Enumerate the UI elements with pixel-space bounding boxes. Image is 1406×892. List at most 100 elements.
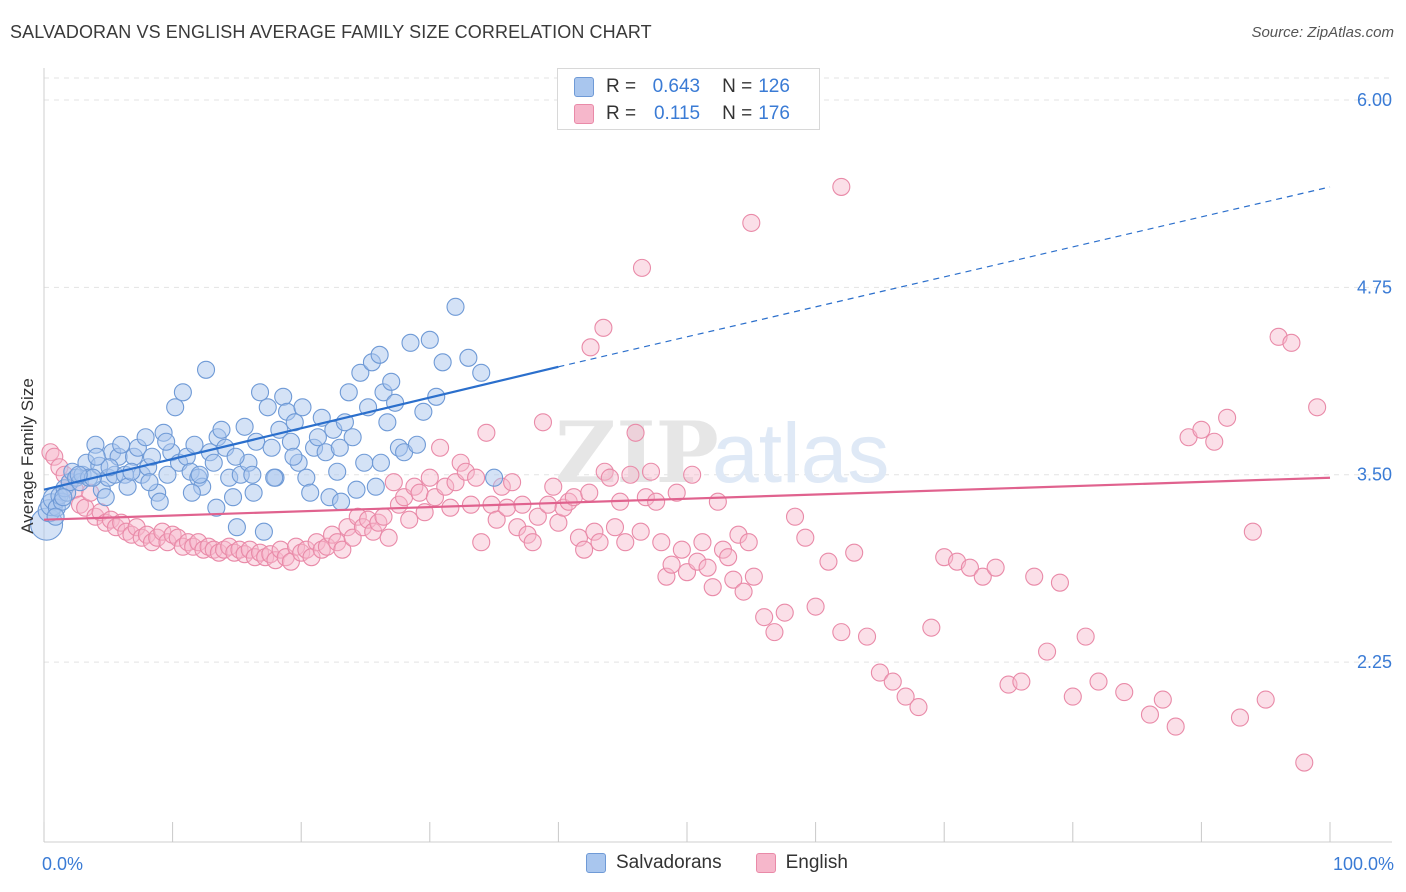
english-point-127 — [693, 533, 712, 552]
salvadoran-point-119 — [284, 447, 303, 466]
salvadoran-point-53 — [223, 488, 243, 507]
english-point-62 — [359, 510, 378, 529]
salvadoran-point-40 — [173, 383, 192, 402]
salvadoran-point-32 — [142, 447, 162, 466]
english-point-60 — [348, 507, 367, 526]
salvadoran-point-46 — [196, 360, 216, 379]
salvadoran-point-124 — [87, 447, 106, 466]
english-point-71 — [405, 477, 424, 496]
english-point-167 — [1140, 705, 1160, 724]
english-point-155 — [960, 558, 979, 577]
english-point-169 — [1166, 717, 1185, 736]
english-point-18 — [132, 528, 151, 547]
english-point-166 — [1115, 683, 1134, 702]
english-point-126 — [688, 552, 707, 571]
english-point-31 — [199, 537, 218, 556]
english-point-179 — [1295, 753, 1314, 772]
english-point-74 — [420, 468, 439, 487]
english-point-83 — [467, 468, 486, 487]
salvadoran-point-56 — [235, 417, 254, 436]
english-point-143 — [806, 597, 825, 616]
watermark: ZIP atlas — [555, 403, 889, 502]
salvadoran-point-100 — [414, 402, 433, 421]
english-point-90 — [503, 473, 522, 492]
english-point-114 — [626, 423, 645, 442]
legend-row-salvadoran: R = 0.643 N = 126 — [574, 74, 790, 100]
salvadoran-point-86 — [351, 363, 370, 382]
salvadoran-trend-line — [43, 365, 559, 491]
salvadoran-point-66 — [274, 387, 293, 406]
english-point-144 — [819, 552, 838, 571]
series-english — [41, 177, 1327, 772]
salvadoran-point-91 — [370, 345, 389, 364]
english-point-160 — [1025, 567, 1044, 586]
english-point-43 — [261, 545, 280, 564]
legend-swatch-english-bottom — [755, 853, 776, 873]
salvadoran-point-114 — [190, 465, 209, 484]
english-point-113 — [621, 465, 640, 484]
english-point-72 — [410, 483, 429, 502]
english-point-118 — [647, 492, 666, 511]
english-point-139 — [765, 623, 784, 642]
english-point-35 — [220, 537, 239, 556]
english-point-152 — [922, 618, 941, 637]
salvadoran-point-116 — [265, 468, 284, 487]
salvadoran-point-26 — [118, 477, 137, 496]
english-point-84 — [472, 533, 491, 552]
english-point-130 — [708, 492, 727, 511]
salvadoran-point-75 — [308, 428, 327, 447]
english-point-112 — [616, 533, 635, 552]
english-point-87 — [487, 510, 506, 529]
salvadoran-point-99 — [407, 435, 426, 454]
english-point-107 — [590, 533, 609, 552]
salvadoran-point-61 — [254, 522, 273, 541]
english-point-178 — [1282, 333, 1301, 352]
legend-n-label: N = — [722, 76, 753, 97]
salvadoran-point-71 — [293, 398, 312, 417]
legend-swatch-salvadoran — [574, 77, 594, 97]
legend-r-label: R = — [606, 103, 637, 124]
salvadoran-point-83 — [339, 383, 358, 402]
english-point-81 — [456, 462, 475, 481]
salvadoran-point-113 — [100, 458, 119, 477]
legend-n-value-english: 176 — [758, 103, 790, 124]
english-point-57 — [333, 540, 352, 559]
salvadoran-point-117 — [182, 483, 201, 502]
axes — [43, 68, 1392, 843]
salvadoran-point-115 — [226, 447, 245, 466]
salvadoran-point-50 — [212, 420, 231, 439]
english-point-145 — [832, 623, 851, 642]
english-point-25 — [168, 528, 187, 547]
english-point-117 — [641, 462, 661, 481]
english-point-103 — [569, 528, 589, 547]
english-point-106 — [585, 522, 604, 541]
english-point-176 — [1256, 690, 1275, 709]
salvadoran-point-48 — [204, 453, 223, 472]
chart-source: Source: ZipAtlas.com — [1251, 24, 1394, 41]
salvadoran-point-68 — [281, 432, 300, 451]
legend-r-label: R = — [606, 76, 637, 97]
legend-label-english: English — [785, 852, 848, 873]
salvadoran-point-72 — [297, 468, 316, 487]
english-point-98 — [544, 477, 563, 496]
english-point-175 — [1243, 522, 1262, 541]
english-point-150 — [896, 687, 915, 706]
salvadoran-point-84 — [343, 428, 362, 447]
english-point-157 — [986, 558, 1005, 577]
salvadoran-point-94 — [382, 372, 401, 391]
salvadoran-point-87 — [355, 453, 374, 472]
salvadoran-point-109 — [122, 462, 141, 481]
english-point-105 — [580, 483, 599, 502]
english-point-129 — [703, 578, 722, 597]
english-point-149 — [883, 672, 902, 691]
salvadoran-point-62 — [258, 398, 277, 417]
english-point-6 — [70, 495, 90, 514]
english-point-123 — [672, 540, 691, 559]
english-point-64 — [369, 513, 388, 532]
english-point-125 — [683, 465, 702, 484]
english-point-138 — [755, 608, 774, 627]
salvadoran-point-24 — [112, 435, 131, 454]
salvadoran-point-34 — [150, 492, 169, 511]
salvadoran-point-80 — [328, 462, 347, 481]
